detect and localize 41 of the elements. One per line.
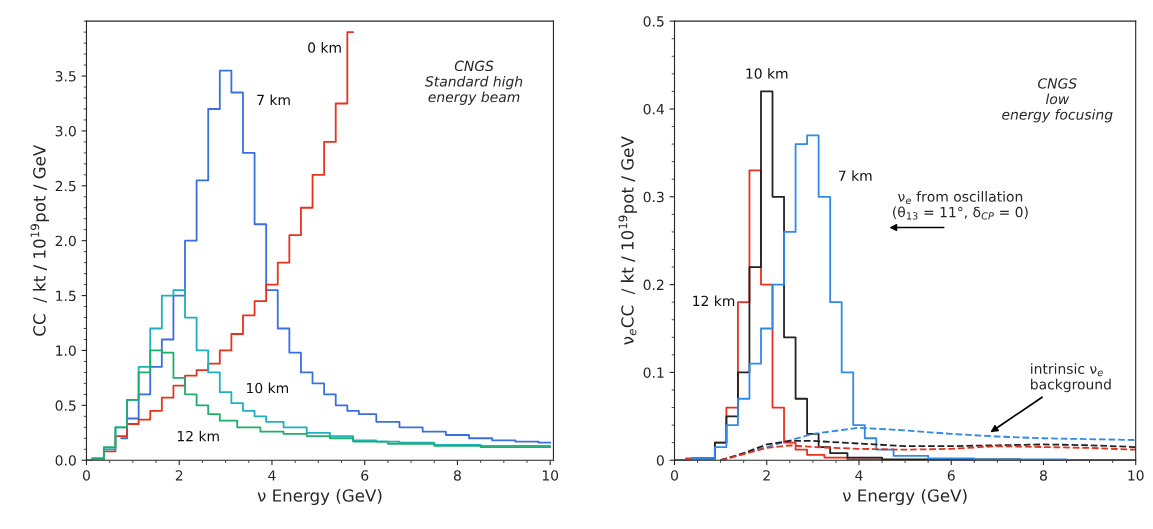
y-tick-label: 3.5 (55, 71, 76, 82)
x-tick-label: 2 (763, 470, 770, 481)
y-tick-label: 0 (656, 455, 664, 466)
x-tick-label: 8 (1039, 470, 1047, 481)
annotation: CNGS low energy focusing (1002, 78, 1113, 123)
series-label: 12 km (693, 295, 735, 306)
annotation: intrinsic ν$_{e}$ background (1031, 363, 1111, 393)
x-tick-label: 6 (947, 470, 955, 481)
x-tick-label: 10 (542, 470, 559, 481)
y-tick-label: 0.5 (643, 16, 664, 27)
y-tick-label: 2.5 (55, 180, 76, 192)
y-tick-label: 2.0 (55, 235, 76, 247)
x-tick-label: 6 (361, 470, 369, 481)
series-label: 10 km (746, 68, 788, 79)
x-tick-label: 0 (671, 470, 678, 481)
x-axis-title: ν Energy (GeV) (257, 488, 382, 506)
y-tick-label: 0.3 (643, 191, 664, 203)
y-tick-label: 0.1 (643, 367, 664, 378)
y-tick-label: 3.0 (55, 125, 76, 137)
annotation: ν$_{e}$ from oscillation (θ$_{13}$ = 11°, δ$_{CP}$ = 0) (893, 191, 1028, 220)
y-tick-label: 0.5 (55, 400, 76, 411)
series-label: 7 km (257, 94, 290, 105)
x-tick-label: 10 (1128, 470, 1144, 481)
x-axis-title: ν Energy (GeV) (842, 488, 967, 506)
y-axis-title: CC / kt / 10$^{19}$pot / GeV (30, 144, 49, 336)
x-tick-label: 8 (453, 470, 461, 481)
series-label: 7 km (839, 170, 872, 181)
series-label: 12 km (177, 430, 219, 442)
annotation: CNGS Standard high energy beam (425, 60, 523, 105)
y-tick-label: 0.2 (643, 279, 664, 291)
y-axis-title: ν$_{e}$CC / kt / 10$^{19}$pot / GeV (618, 136, 637, 345)
x-tick-label: 0 (82, 470, 90, 481)
x-tick-label: 4 (855, 470, 863, 481)
y-tick-label: 0.0 (55, 455, 76, 466)
x-tick-label: 2 (175, 470, 183, 481)
y-tick-label: 0.4 (643, 103, 664, 115)
series-label: 0 km (308, 42, 341, 53)
y-tick-label: 1.5 (56, 290, 76, 302)
series-label: 10 km (247, 382, 288, 394)
x-tick-label: 4 (268, 470, 276, 481)
y-tick-label: 1.0 (56, 345, 76, 356)
